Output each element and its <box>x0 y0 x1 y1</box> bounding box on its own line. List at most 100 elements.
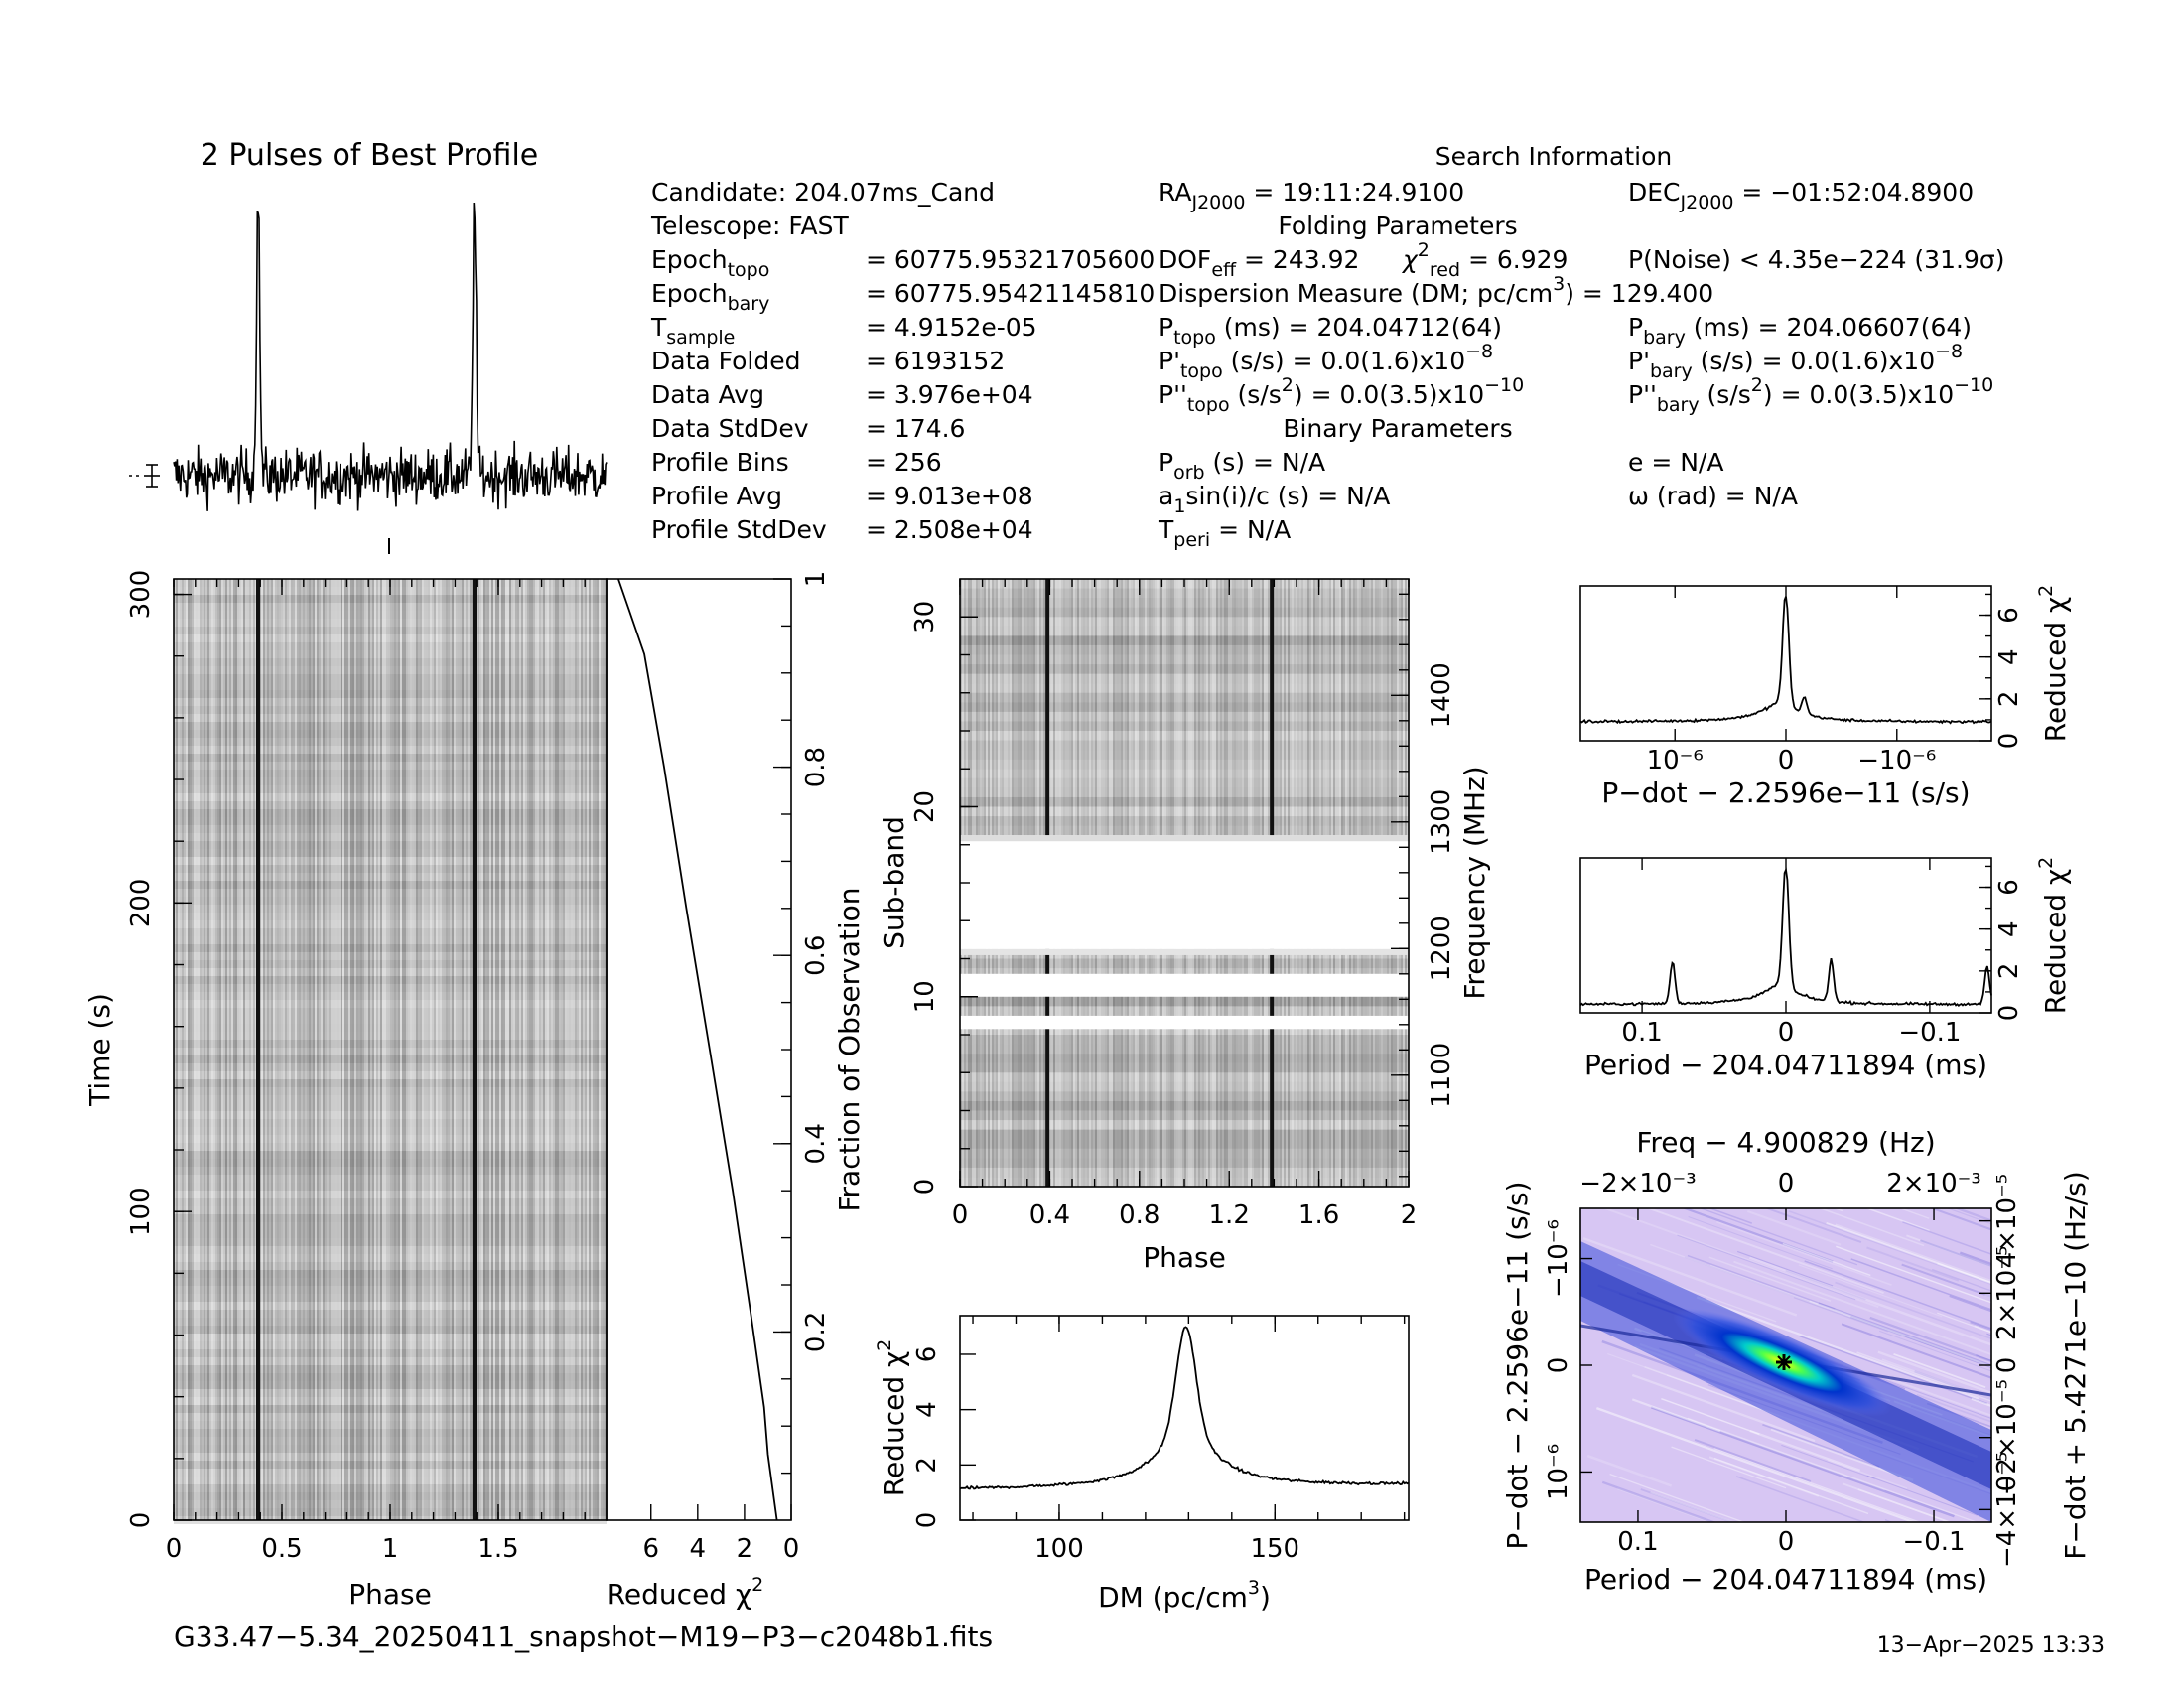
phase-column <box>479 579 481 1520</box>
search-information: Search Information Candidate: 204.07ms_C… <box>650 142 2004 551</box>
time-row <box>174 1119 607 1127</box>
phase-column <box>198 579 200 1520</box>
map-streak <box>1866 1246 1960 1282</box>
map-streak <box>1881 1358 1991 1400</box>
subband-xlabel: Phase <box>1143 1241 1226 1274</box>
phase-column <box>239 579 241 1520</box>
phase-column <box>196 579 198 1520</box>
phase-column <box>265 579 267 1520</box>
phase-column <box>440 579 442 1520</box>
phase-column <box>275 579 277 1520</box>
time-row <box>174 920 607 928</box>
map-streak <box>1640 1488 1735 1522</box>
info-row-label: Epochtopo <box>651 245 769 281</box>
phase-column <box>561 579 563 1520</box>
map-streak <box>1877 1350 1991 1395</box>
phase-column <box>235 579 237 1520</box>
time-row <box>174 1183 607 1191</box>
phase-column <box>374 579 376 1520</box>
map-streak <box>1865 1208 1930 1232</box>
map-streak <box>1886 1376 1991 1417</box>
subband-row <box>960 1148 1409 1159</box>
time-row <box>174 1246 607 1254</box>
frequency-ylabel: Frequency (MHz) <box>1458 766 1491 999</box>
phase-column <box>364 579 366 1520</box>
subband-row <box>960 958 1409 969</box>
y-tick-label: 6 <box>1994 879 2024 896</box>
profile-error-bar <box>129 464 160 488</box>
chi-time-ticks: 6 4 2 0 0.2 0.4 0.6 0.8 1 <box>642 571 831 1564</box>
phase-column <box>462 579 464 1520</box>
subband-row <box>960 769 1409 778</box>
phase-column <box>354 579 356 1520</box>
subband-row <box>960 796 1409 807</box>
map-streak <box>1586 1454 1673 1487</box>
phase-column <box>559 579 561 1520</box>
fdot-tick-label: 0 <box>1992 1357 2022 1374</box>
p-pdot-plot: Freq − 4.900829 (Hz) 0.1 0 −0.1 −2×10⁻³ 0 2×1… <box>1501 1126 2092 1596</box>
phase-column <box>273 579 275 1520</box>
y-tick-label: 0.6 <box>801 935 831 976</box>
phase-column <box>547 579 549 1520</box>
time-row <box>174 1087 607 1095</box>
time-row <box>174 1389 607 1397</box>
time-row <box>174 682 607 690</box>
phase-column <box>450 579 452 1520</box>
map-streak <box>1631 1398 1721 1433</box>
phase-column <box>333 579 335 1520</box>
phase-column <box>344 579 346 1520</box>
phase-column <box>329 579 331 1520</box>
phase-column <box>436 579 438 1520</box>
time-row <box>174 1484 607 1492</box>
phase-column <box>176 579 178 1520</box>
pdot-topo-line: P'topo (s/s) = 0.0(1.6)x10−8 <box>1159 341 1493 382</box>
x-tick-label: 0 <box>1778 1018 1795 1048</box>
phase-column <box>416 579 418 1520</box>
time-row <box>174 1222 607 1230</box>
y-tick-label: 0.8 <box>801 747 831 787</box>
phase-column <box>215 579 217 1520</box>
time-row <box>174 1000 607 1008</box>
phase-column <box>184 579 186 1520</box>
time-row <box>174 777 607 785</box>
time-row <box>174 1310 607 1318</box>
map-streak <box>1818 1208 1925 1247</box>
time-row <box>174 873 607 881</box>
phase-column <box>327 579 329 1520</box>
y-tick-label: 4 <box>912 1401 942 1418</box>
subband-row <box>960 1158 1409 1168</box>
subband-row <box>960 664 1409 674</box>
time-row <box>174 1270 607 1278</box>
phase-column <box>523 579 525 1520</box>
phase-column <box>507 579 509 1520</box>
phase-column <box>438 579 440 1520</box>
x-tick-label: 0 <box>1778 746 1795 775</box>
subband-row <box>960 740 1409 751</box>
time-row <box>174 960 607 968</box>
phase-column <box>601 579 603 1520</box>
time-row <box>174 1055 607 1063</box>
info-row-value: = 4.9152e-05 <box>866 313 1037 342</box>
subband-row <box>960 607 1409 618</box>
phase-column <box>277 579 279 1520</box>
time-row <box>174 785 607 793</box>
phase-column <box>241 579 243 1520</box>
time-row <box>174 1024 607 1032</box>
map-streak <box>1733 1260 1991 1356</box>
time-row <box>174 905 607 913</box>
subband-row <box>960 644 1409 655</box>
map-streak <box>1677 1234 1856 1301</box>
map-streak <box>1842 1482 1953 1522</box>
y-tick-label: 300 <box>126 570 156 620</box>
phase-column <box>190 579 192 1520</box>
phase-column <box>585 579 587 1520</box>
phase-column <box>388 579 390 1520</box>
map-streak <box>1901 1263 1991 1299</box>
phase-column <box>301 579 303 1520</box>
p-pdot-xlabel: Period − 204.04711894 (ms) <box>1584 1563 1987 1596</box>
phase-column <box>599 579 601 1520</box>
map-streak <box>1898 1208 1930 1219</box>
